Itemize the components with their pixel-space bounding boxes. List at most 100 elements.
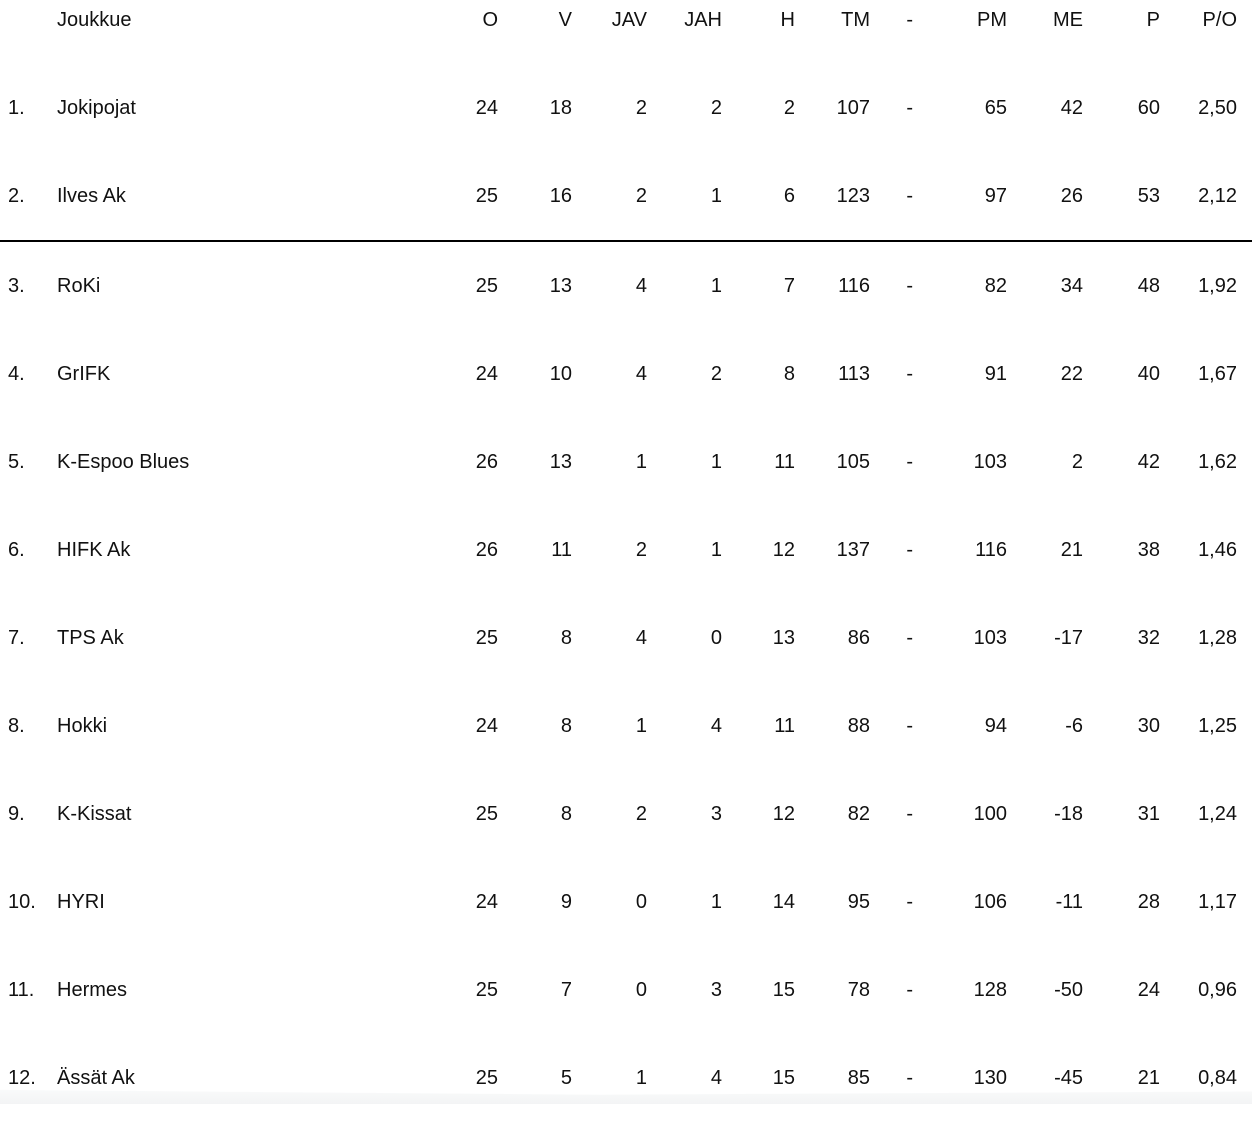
value-cell-p: 28	[1137, 890, 1160, 913]
rank-cell: 7.	[8, 626, 25, 649]
value-cell-h: 14	[772, 890, 795, 913]
header-row: Joukkue O V JAV JAH H TM - PM ME P P/O	[0, 0, 1252, 64]
value-cell-h: 11	[774, 450, 795, 473]
dash-cell: -	[906, 96, 913, 119]
column-header-jav: JAV	[611, 9, 647, 31]
value-cell-o: 24	[475, 96, 498, 119]
value-cell-p: 24	[1137, 978, 1160, 1001]
value-cell-po: 1,92	[1198, 274, 1237, 297]
value-cell-po: 2,12	[1160, 152, 1237, 242]
value-cell-pm: 128	[973, 978, 1007, 1001]
value-cell-o: 24	[475, 362, 498, 385]
value-cell-jah: 4	[710, 714, 722, 737]
value-cell-me: 21	[1060, 538, 1083, 561]
table-row: 8. Hokki 24 8 1 4 11 88 - 94 -6 30 1,25	[0, 682, 1252, 770]
value-cell-o: 25	[423, 152, 498, 242]
value-cell-h: 15	[772, 978, 795, 1001]
value-cell-jah: 1	[647, 152, 722, 242]
table-row: 6. HIFK Ak 26 11 2 1 12 137-116 21 38 1,46	[0, 506, 1252, 594]
team-name: HIFK Ak	[57, 538, 131, 561]
rank-cell: 9.	[8, 802, 25, 825]
row-right-pad	[1237, 858, 1252, 946]
column-header-dash: -	[906, 9, 913, 31]
value-cell-tm: 85	[847, 1066, 870, 1089]
rank-cell: 2.	[0, 152, 57, 242]
value-cell-tm: 95	[847, 890, 870, 913]
value-cell-tm: 116	[838, 274, 870, 297]
value-cell-pm: 100	[973, 802, 1007, 825]
value-cell-p: 38	[1137, 538, 1160, 561]
table-row: 7. TPS Ak 25 8 4 0 13 86 - 103 -17 32 1,28	[0, 594, 1252, 682]
value-cell-p: 31	[1137, 802, 1160, 825]
value-cell-pm: 130	[973, 1066, 1007, 1089]
value-cell-p: 40	[1137, 362, 1160, 385]
table-row: 4. GrIFK 24 10 4 2 8 113 - 91 22 40 1,67	[0, 330, 1252, 418]
value-cell-jah: 3	[710, 978, 722, 1001]
value-cell-o: 25	[475, 274, 498, 297]
value-cell-p: 21	[1137, 1066, 1160, 1089]
value-cell-h: 7	[783, 274, 795, 297]
dash-cell: -	[906, 274, 913, 297]
dash-cell: -	[906, 978, 913, 1001]
value-cell-jah: 1	[710, 450, 722, 473]
value-cell-jav: 2	[635, 802, 647, 825]
value-cell-pm: 65	[984, 96, 1007, 119]
value-cell-tm: 107	[836, 96, 870, 119]
row-right-pad	[1237, 330, 1252, 418]
value-cell-v: 5	[560, 1066, 572, 1089]
value-cell-jah: 1	[710, 274, 722, 297]
value-cell-jah: 0	[710, 626, 722, 649]
team-name: GrIFK	[57, 362, 111, 385]
table-row: 9. K-Kissat 25 8 2 3 12 82-100 -18 31 1,24	[0, 770, 1252, 858]
dash-cell: -	[906, 802, 913, 825]
value-cell-o: 25	[475, 1066, 498, 1089]
rank-cell: 12.	[8, 1066, 36, 1089]
value-cell-h: 15	[772, 1066, 795, 1089]
rank-cell: 5.	[8, 450, 25, 473]
value-cell-po: 1,46	[1198, 538, 1237, 561]
value-cell-tm: 105	[836, 450, 870, 473]
row-right-pad	[1237, 946, 1252, 1034]
value-cell-po: 1,67	[1198, 362, 1237, 385]
row-right-pad	[1237, 64, 1252, 152]
value-cell-o: 26	[475, 538, 498, 561]
header-right-pad	[1237, 0, 1252, 64]
table-row: 11. Hermes 25 7 0 3 15 78 - 128 -50 24 0,96	[0, 946, 1252, 1034]
value-cell-me: -11	[1055, 890, 1083, 913]
team-name: K-Espoo Blues	[57, 450, 190, 473]
value-cell-v: 7	[560, 978, 572, 1001]
value-cell-me: 42	[1060, 96, 1083, 119]
value-cell-v: 16	[498, 152, 572, 242]
value-cell-me: 2	[1071, 450, 1083, 473]
value-cell-po: 1,25	[1198, 714, 1237, 737]
column-header-jah: JAH	[684, 9, 722, 31]
value-cell-jav: 1	[635, 450, 647, 473]
value-cell-po: 0,96	[1198, 978, 1237, 1001]
value-cell-h: 11	[774, 714, 795, 737]
value-cell-po: 1,62	[1198, 450, 1237, 473]
value-cell-o: 24	[475, 890, 498, 913]
dash-cell: -	[906, 1066, 913, 1089]
bottom-edge-shade	[0, 1089, 1252, 1104]
value-cell-pm: 94	[984, 714, 1007, 737]
value-cell-me: -18	[1054, 802, 1083, 825]
column-header-me: ME	[1053, 9, 1083, 31]
value-cell-p: 32	[1137, 626, 1160, 649]
value-cell-me: -17	[1054, 626, 1083, 649]
value-cell-po: 0,84	[1198, 1066, 1237, 1089]
table-row: 10. HYRI 24 9 0 1 14 95 - 106 -11 28 1,17	[0, 858, 1252, 946]
value-cell-me: -50	[1054, 978, 1083, 1001]
value-cell-p: 30	[1137, 714, 1160, 737]
value-cell-tm: 123	[795, 152, 870, 242]
dash-cell: -	[906, 714, 913, 737]
value-cell-v: 8	[560, 626, 572, 649]
value-cell-me: -6	[1065, 714, 1083, 737]
value-cell-me: 26	[1007, 152, 1083, 242]
value-cell-h: 13	[772, 626, 795, 649]
value-cell-o: 24	[475, 714, 498, 737]
value-cell-h: 2	[783, 96, 795, 119]
value-cell-pm: 103	[973, 450, 1007, 473]
value-cell-jav: 4	[635, 274, 647, 297]
value-cell-jav: 4	[635, 362, 647, 385]
